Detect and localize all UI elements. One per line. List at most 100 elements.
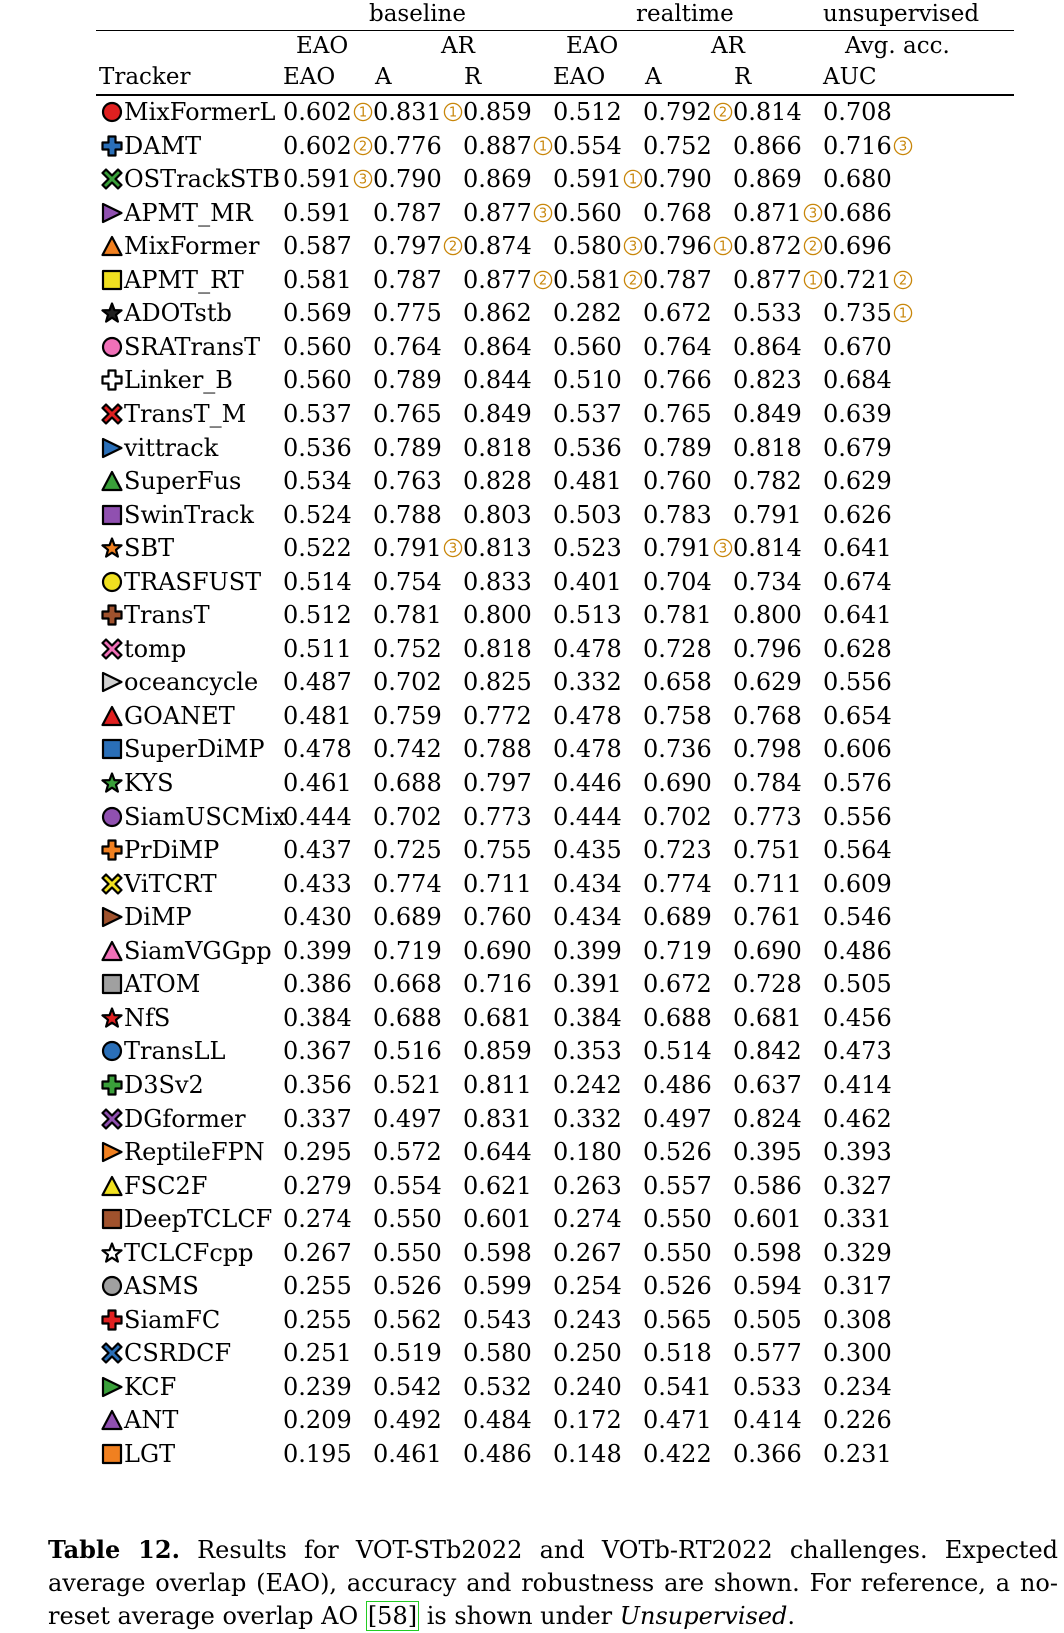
value-text: 0.384 (283, 1003, 352, 1032)
rank-3-icon: 3 (533, 203, 552, 222)
value-text: 0.689 (643, 903, 712, 932)
value-cell-auc: 0.486 (823, 935, 892, 968)
value-text: 0.511 (283, 634, 352, 663)
value-cell-auc: 0.546 (823, 901, 892, 934)
value-cell-rt-eao: 0.172 (553, 1404, 622, 1437)
tracker-name: SRATransT (124, 332, 261, 361)
value-text: 0.734 (733, 567, 802, 596)
table-row: DGformer 0.337 0.497 0.831 0.332 0.497 0.824 0.… (96, 1103, 1014, 1136)
caption-label: Table 12. (48, 1535, 180, 1564)
tracker-name: SwinTrack (124, 500, 254, 529)
tracker-name: DGformer (124, 1104, 246, 1133)
value-cell-rt-r: 0.800 (733, 599, 802, 632)
value-text: 0.414 (823, 1070, 892, 1099)
value-text: 0.577 (733, 1339, 802, 1368)
value-cell-rt-r: 0.877 1 (733, 264, 823, 297)
value-cell-r: 0.598 (463, 1237, 532, 1270)
rank-2-icon: 2 (533, 270, 552, 290)
value-text: 0.789 (643, 433, 712, 462)
subheader-realtime-ar: AR (711, 33, 745, 59)
value-cell-a: 0.461 (373, 1438, 442, 1471)
svg-text:2: 2 (629, 273, 637, 288)
value-text: 0.267 (283, 1238, 352, 1267)
tracker-name: GOANET (124, 701, 235, 730)
value-text: 0.414 (733, 1406, 802, 1435)
value-text: 0.781 (373, 601, 442, 630)
value-text: 0.526 (643, 1138, 712, 1167)
value-cell-rt-a: 0.541 (643, 1371, 712, 1404)
value-text: 0.581 (283, 265, 352, 294)
cross-marker-icon (101, 168, 123, 190)
table-row: ASMS 0.255 0.526 0.599 0.254 0.526 0.594 0.317 (96, 1270, 1014, 1303)
value-text: 0.866 (733, 131, 802, 160)
value-cell-r: 0.864 (463, 331, 532, 364)
tracker-name: APMT_RT (124, 265, 244, 294)
value-cell-rt-eao: 0.580 3 (553, 230, 643, 263)
value-cell-rt-eao: 0.503 (553, 499, 622, 532)
value-cell-rt-r: 0.791 (733, 499, 802, 532)
value-cell-rt-a: 0.760 (643, 465, 712, 498)
value-text: 0.800 (463, 601, 532, 630)
tracker-name-cell: TransT (101, 599, 210, 632)
value-text: 0.672 (643, 970, 712, 999)
value-text: 0.681 (463, 1003, 532, 1032)
value-text: 0.877 (463, 198, 532, 227)
value-text: 0.702 (373, 802, 442, 831)
value-cell-eao: 0.255 (283, 1304, 352, 1337)
value-text: 0.395 (733, 1138, 802, 1167)
value-cell-rt-a: 0.702 (643, 801, 712, 834)
value-text: 0.773 (733, 802, 802, 831)
value-text: 0.516 (373, 1037, 442, 1066)
col-header-a: A (375, 64, 392, 90)
value-text: 0.859 (463, 1037, 532, 1066)
value-cell-a: 0.542 (373, 1371, 442, 1404)
value-text: 0.556 (823, 668, 892, 697)
plus-marker-icon (101, 604, 123, 626)
value-text: 0.550 (373, 1205, 442, 1234)
value-text: 0.332 (553, 668, 622, 697)
circle-marker-icon (101, 806, 123, 827)
rank-2-icon: 2 (623, 270, 642, 290)
value-text: 0.300 (823, 1339, 892, 1368)
tracker-name: TRASFUST (124, 567, 262, 596)
table-row: ReptileFPN 0.295 0.572 0.644 0.180 0.526 0.395… (96, 1136, 1014, 1169)
value-cell-rt-eao: 0.435 (553, 834, 622, 867)
header-rule-top (96, 30, 1014, 32)
value-cell-eao: 0.602 2 (283, 130, 373, 163)
value-cell-eao: 0.430 (283, 901, 352, 934)
value-cell-auc: 0.686 (823, 197, 892, 230)
value-cell-rt-a: 0.557 (643, 1170, 712, 1203)
table-row: ADOTstb 0.569 0.775 0.862 0.282 0.672 0.533 0.7… (96, 297, 1014, 330)
value-text: 0.367 (283, 1037, 352, 1066)
value-text: 0.461 (283, 769, 352, 797)
value-text: 0.422 (643, 1440, 712, 1468)
value-cell-rt-a: 0.783 (643, 499, 712, 532)
value-text: 0.814 (733, 534, 802, 563)
value-text: 0.471 (643, 1406, 712, 1435)
rank-1-icon: 1 (713, 236, 732, 256)
citation-link[interactable]: [58] (365, 1601, 420, 1631)
value-cell-r: 0.828 (463, 465, 532, 498)
value-cell-rt-eao: 0.478 (553, 700, 622, 733)
value-text: 0.752 (373, 634, 442, 663)
tracker-name: D3Sv2 (124, 1070, 204, 1099)
value-cell-a: 0.521 (373, 1069, 442, 1102)
table-row: oceancycle 0.487 0.702 0.825 0.332 0.658 0.629… (96, 666, 1014, 699)
value-text: 0.735 (823, 299, 892, 328)
table-row: ANT 0.209 0.492 0.484 0.172 0.471 0.414 0.226 (96, 1404, 1014, 1437)
tracker-name: ViTCRT (124, 869, 217, 898)
tracker-name: SiamUSCMix (124, 802, 286, 831)
value-cell-rt-r: 0.601 (733, 1203, 802, 1236)
table-row: KCF 0.239 0.542 0.532 0.240 0.541 0.533 0.234 (96, 1371, 1014, 1404)
col-header-r: R (464, 64, 482, 90)
table-row: FSC2F 0.279 0.554 0.621 0.263 0.557 0.586 0.327 (96, 1170, 1014, 1203)
table-row: NfS 0.384 0.688 0.681 0.384 0.688 0.681 0.456 (96, 1002, 1014, 1035)
tracker-name-cell: OSTrackSTB (101, 163, 280, 196)
table-row: SRATransT 0.560 0.764 0.864 0.560 0.764 0.864 0… (96, 331, 1014, 364)
value-text: 0.329 (823, 1238, 892, 1267)
rank-1-icon: 1 (623, 169, 642, 189)
tri-up-marker-icon (101, 1175, 123, 1196)
value-cell-eao: 0.569 (283, 297, 352, 330)
value-text: 0.798 (733, 735, 802, 764)
value-text: 0.869 (463, 165, 532, 194)
